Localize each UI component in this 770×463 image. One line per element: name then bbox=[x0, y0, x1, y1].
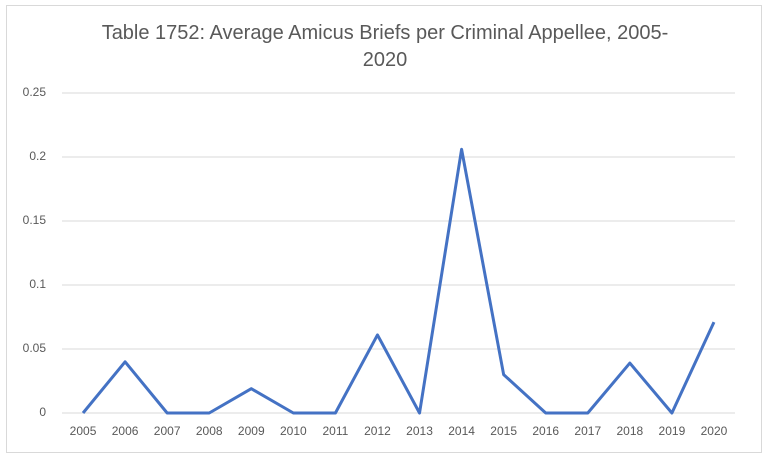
x-tick-label: 2006 bbox=[112, 424, 139, 438]
x-tick-label: 2018 bbox=[616, 424, 643, 438]
y-tick-label: 0.05 bbox=[23, 341, 47, 355]
x-tick-label: 2017 bbox=[574, 424, 601, 438]
y-tick-label: 0.1 bbox=[29, 277, 46, 291]
x-tick-label: 2005 bbox=[70, 424, 97, 438]
data-line bbox=[81, 147, 716, 415]
x-tick-label: 2015 bbox=[490, 424, 517, 438]
x-tick-label: 2011 bbox=[323, 424, 349, 438]
x-tick-label: 2014 bbox=[448, 424, 475, 438]
x-tick-label: 2016 bbox=[532, 424, 559, 438]
y-tick-label: 0.25 bbox=[23, 85, 47, 99]
x-tick-label: 2012 bbox=[364, 424, 391, 438]
x-tick-label: 2020 bbox=[701, 424, 728, 438]
y-tick-label: 0.15 bbox=[23, 213, 47, 227]
chart-title: Table 1752: Average Amicus Briefs per Cr… bbox=[101, 22, 669, 71]
y-tick-label: 0.2 bbox=[29, 149, 46, 163]
x-tick-label: 2010 bbox=[280, 424, 307, 438]
y-tick-label: 0 bbox=[39, 405, 46, 419]
x-tick-label: 2008 bbox=[196, 424, 223, 438]
x-tick-label: 2013 bbox=[406, 424, 433, 438]
x-tick-label: 2007 bbox=[154, 424, 181, 438]
chart-border bbox=[6, 5, 762, 453]
x-tick-label: 2009 bbox=[238, 424, 265, 438]
x-tick-label: 2019 bbox=[659, 424, 686, 438]
